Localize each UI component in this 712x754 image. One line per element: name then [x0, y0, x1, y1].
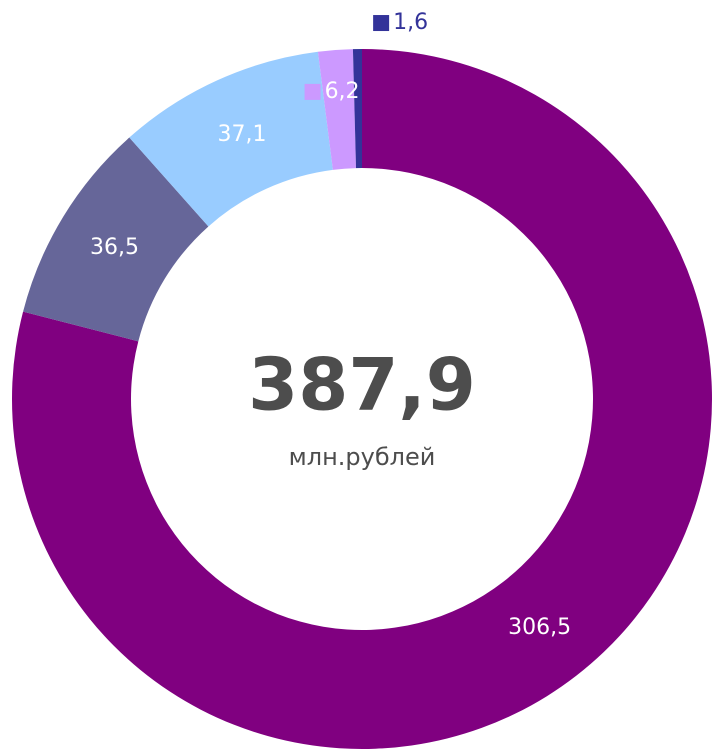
donut-slice — [23, 137, 209, 342]
data-label: 6,2 — [325, 79, 360, 104]
donut-slice — [12, 49, 712, 749]
legend-key — [373, 15, 390, 32]
donut-slice — [352, 49, 362, 169]
data-label: 37,1 — [217, 122, 266, 147]
donut-slice — [129, 51, 333, 227]
donut-slice — [317, 49, 357, 170]
center-unit: млн.рублей — [289, 443, 436, 471]
data-label: 1,6 — [393, 10, 428, 35]
data-label: 36,5 — [90, 235, 139, 260]
center-total: 387,9 — [248, 343, 476, 427]
legend-key — [304, 83, 321, 100]
data-label: 306,5 — [508, 615, 571, 640]
